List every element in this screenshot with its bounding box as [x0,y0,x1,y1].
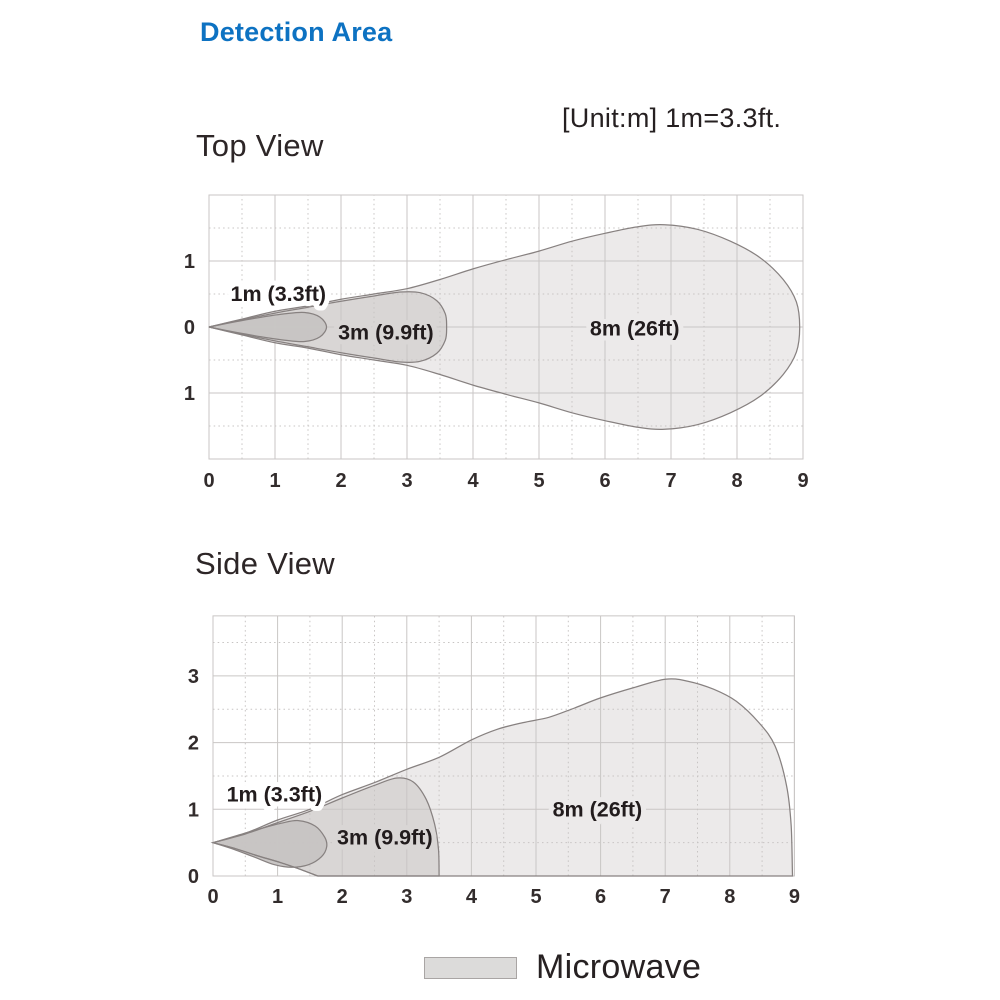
microwave-1m-area [213,820,327,868]
y-axis-tick-label: 1 [188,799,199,821]
x-axis-tick-label: 6 [595,886,606,908]
page-title: Detection Area [200,17,393,47]
microwave-8m-range-label: 8m (26ft) [553,797,643,821]
x-axis-tick-label: 2 [337,886,348,908]
side-view-chart: 8m (26ft) 3m (9.9ft) 1m (3.3ft) 0 1 2 3 4 5 6 7 8 9 3… [188,615,800,908]
microwave-1m-outline [210,819,328,868]
x-axis-tick-label: 0 [207,886,218,908]
top-view-chart: 8m (26ft) 3m (9.9ft) 1m (3.3ft) 0 1 2 3 4 5 6 7 8 9 1… [184,194,809,492]
microwave-3m-range-label: 3m (9.9ft) [337,825,433,849]
y-axis-tick-label: 1 [184,251,195,273]
x-axis-tick-label: 7 [660,886,671,908]
microwave-8m-outline [208,223,801,431]
x-axis-tick-label: 8 [724,886,735,908]
x-axis-tick-label: 1 [272,886,283,908]
x-axis-tick-label: 1 [269,470,280,492]
x-axis-tick-label: 5 [533,470,544,492]
legend-label: Microwave [536,948,702,986]
legend-swatch-microwave [424,956,517,979]
x-axis-tick-label: 9 [789,886,800,908]
microwave-3m-outline [208,291,448,364]
legend: Microwave [424,948,701,987]
side-view-heading: Side View [195,546,335,581]
y-axis-tick-label: 0 [188,866,199,888]
x-axis-tick-label: 3 [401,886,412,908]
microwave-1m-range-label: 1m (3.3ft) [231,282,327,306]
x-axis-tick-label: 5 [530,886,541,908]
x-axis-tick-label: 4 [466,886,478,908]
microwave-8m-range-label: 8m (26ft) [590,316,680,340]
y-axis-tick-label: 3 [188,666,199,688]
microwave-3m-outline [210,777,440,877]
x-axis-tick-label: 9 [797,470,808,492]
x-axis-tick-label: 0 [203,470,214,492]
x-axis-tick-label: 2 [335,470,346,492]
unit-note: [Unit:m] 1m=3.3ft. [562,103,782,133]
microwave-1m-outline [208,311,328,343]
x-axis-tick-label: 3 [401,470,412,492]
y-axis-tick-label: 0 [184,317,195,339]
top-view-heading: Top View [196,128,324,163]
x-axis-tick-label: 4 [467,470,479,492]
y-axis-tick-label: 2 [188,733,199,755]
x-axis-tick-label: 7 [665,470,676,492]
microwave-3m-range-label: 3m (9.9ft) [338,320,434,344]
microwave-1m-range-label: 1m (3.3ft) [227,783,323,807]
x-axis-tick-label: 6 [599,470,610,492]
y-axis-tick-label: 1 [184,383,195,405]
x-axis-tick-label: 8 [731,470,742,492]
